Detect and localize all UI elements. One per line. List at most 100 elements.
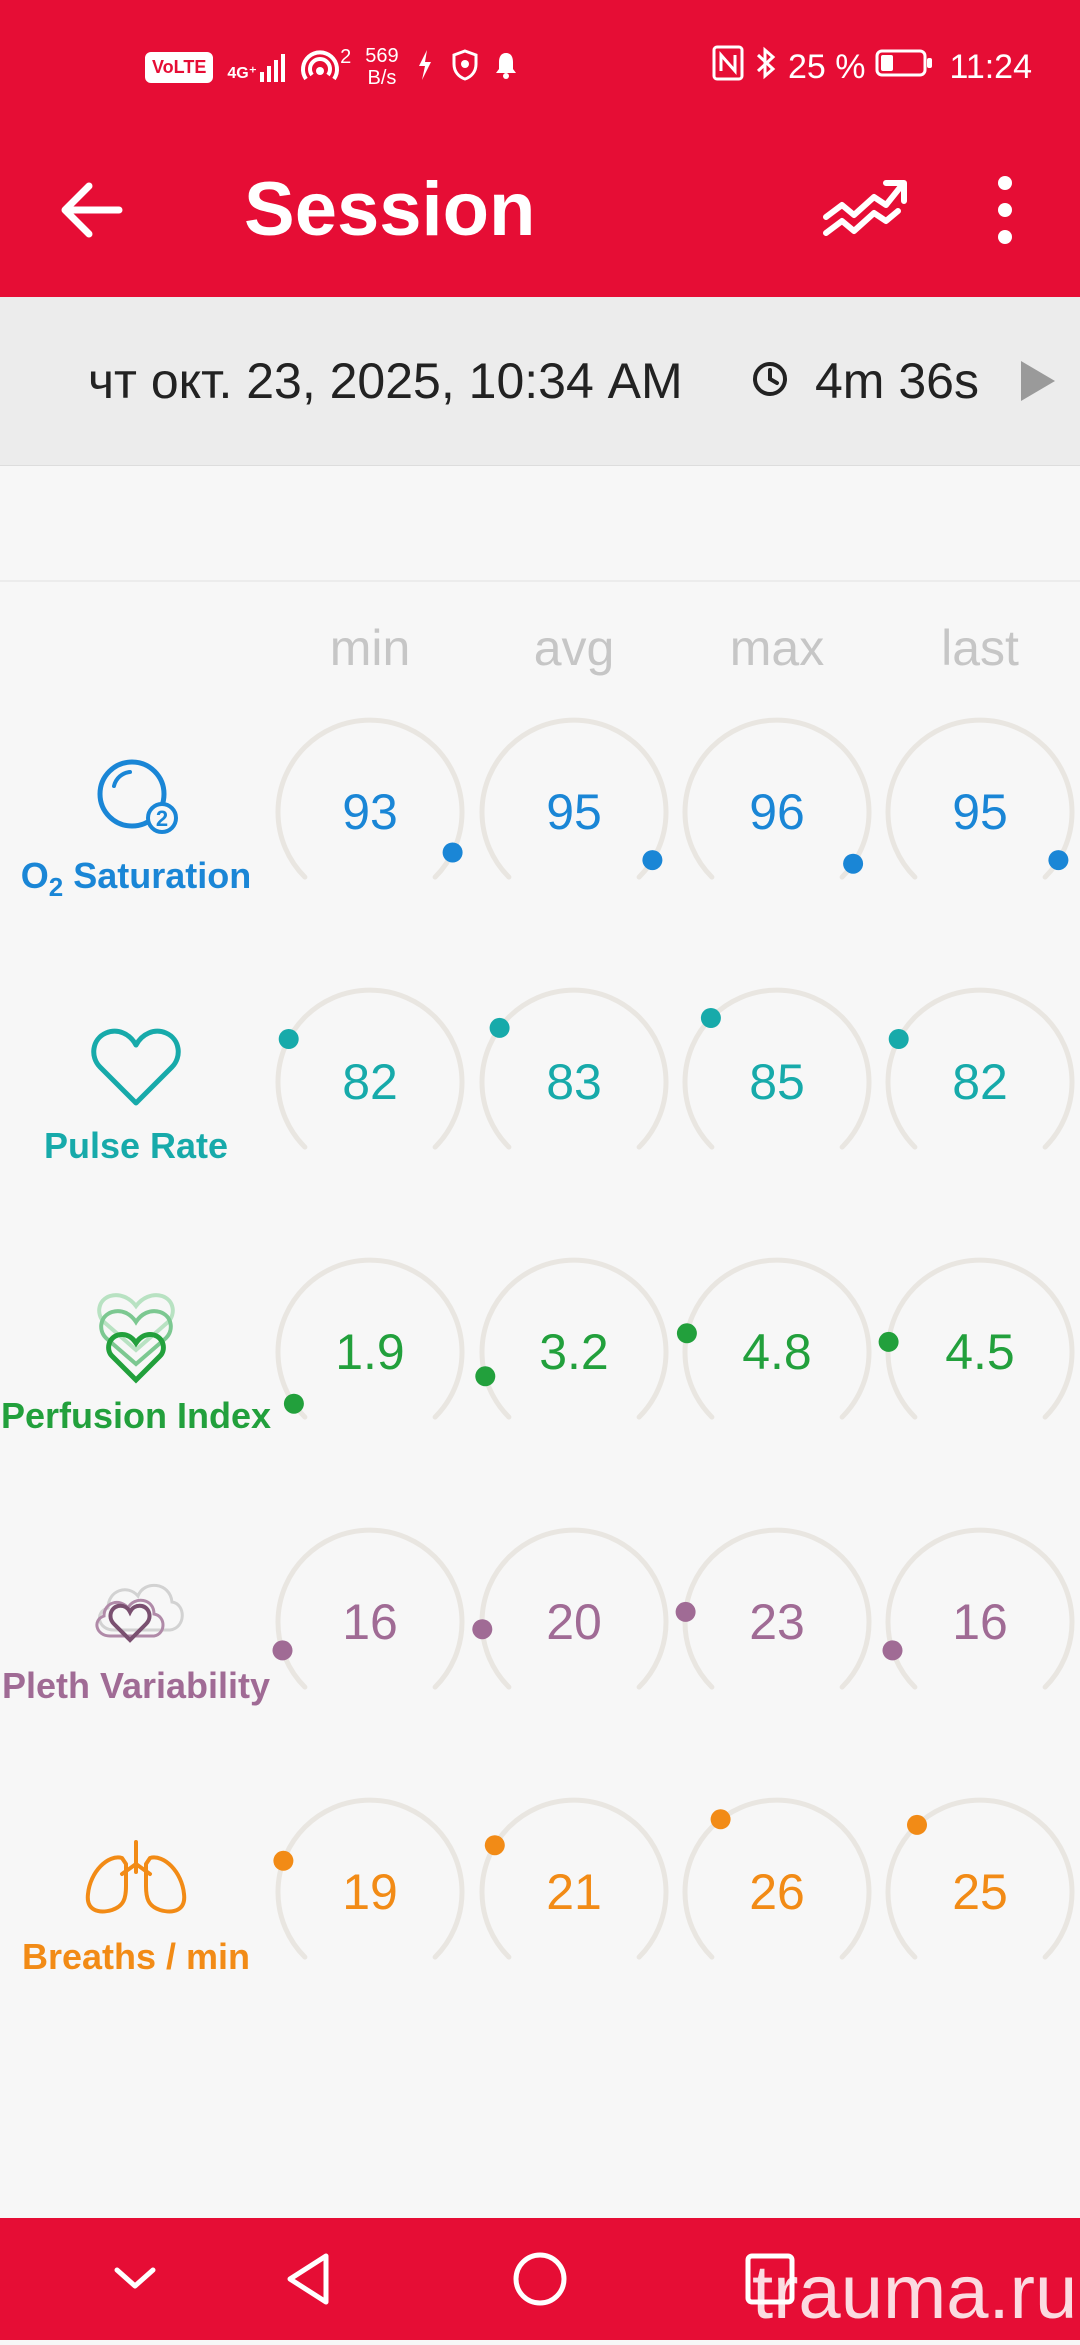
gauge-indicator-dot — [1048, 850, 1069, 871]
gauge-pvi-min: 16 — [270, 1522, 470, 1722]
trends-button[interactable] — [820, 165, 910, 255]
gauge-indicator-dot — [484, 1835, 505, 1856]
collapse-nav-button[interactable] — [75, 2218, 195, 2340]
gauge-indicator-dot — [843, 853, 864, 874]
gauge-value: 23 — [749, 1594, 805, 1650]
nav-back-button[interactable] — [250, 2218, 370, 2340]
gauge-track — [272, 1527, 465, 1690]
gauge-indicator-dot — [710, 1809, 731, 1830]
page-title: Session — [244, 167, 536, 252]
gauge-spo2-last: 95 — [880, 712, 1080, 912]
gauge-arc — [275, 1797, 465, 1960]
square-recents-icon — [745, 2253, 795, 2305]
column-header-min: min — [329, 620, 411, 676]
svg-text:2: 2 — [156, 806, 168, 831]
more-options-button[interactable] — [975, 165, 1035, 255]
session-datetime: чт окт. 23, 2025, 10:34 AM — [88, 353, 683, 409]
bell-icon — [493, 50, 519, 85]
gauge-track — [479, 717, 669, 880]
gauge-track — [479, 987, 669, 1150]
gauge-track — [675, 1527, 872, 1690]
hotspot-icon: 2 — [300, 46, 352, 85]
gauge-indicator-dot — [907, 1814, 927, 1835]
gauge-pvi-last: 16 — [880, 1522, 1080, 1722]
gauge-track — [882, 1527, 1075, 1690]
gauge-arc — [885, 717, 1075, 880]
gauge-track — [682, 1797, 872, 1960]
gauge-pr-last: 82 — [880, 982, 1080, 1182]
gauge-rr-avg: 21 — [474, 1792, 674, 1992]
gauge-arc — [682, 717, 872, 880]
gauge-arc — [682, 987, 872, 1150]
gauge-value: 25 — [952, 1864, 1008, 1920]
gauge-track — [479, 1797, 669, 1960]
o2-label-main: O — [20, 855, 49, 896]
stacked-hearts-icon — [97, 1293, 175, 1384]
gauge-value: 82 — [952, 1054, 1008, 1110]
gauge-indicator-dot — [675, 1601, 696, 1622]
volte-badge: VoLTE — [145, 51, 214, 83]
o2-label-sub: 2 — [48, 872, 64, 903]
system-nav-bar — [0, 2218, 1080, 2340]
net-speed: 569 B/s — [365, 45, 398, 89]
gauge-arc — [275, 1527, 465, 1690]
gauge-pi-max: 4.8 — [676, 1252, 877, 1452]
gauge-track — [682, 987, 872, 1150]
circle-home-icon — [513, 2252, 567, 2306]
battery-percent: 25 % — [787, 47, 866, 86]
gauge-value: 83 — [546, 1054, 602, 1110]
gauge-arc — [885, 1527, 1075, 1690]
back-button[interactable] — [55, 170, 135, 250]
shield-icon — [451, 48, 479, 86]
nav-recents-button[interactable] — [710, 2218, 830, 2340]
gauge-value: 93 — [342, 784, 398, 840]
gauge-arc — [682, 1257, 872, 1420]
gauge-indicator-dot — [700, 1008, 721, 1028]
gauge-track — [676, 1257, 872, 1420]
chevron-down-icon — [114, 2267, 156, 2289]
gauge-value: 82 — [342, 1054, 398, 1110]
nfc-icon — [712, 45, 744, 90]
gauge-arc — [682, 1527, 872, 1690]
gauge-value: 85 — [749, 1054, 805, 1110]
gauge-value: 95 — [546, 784, 602, 840]
gauge-rr-last: 25 — [880, 1792, 1080, 1992]
gauge-track — [475, 1257, 669, 1420]
gauge-indicator-dot — [273, 1850, 294, 1871]
vpn-icon — [413, 48, 437, 87]
gauge-arc — [479, 1797, 669, 1960]
gauge-track — [472, 1527, 669, 1690]
column-header-last: last — [941, 620, 1019, 676]
gauge-arc — [479, 1257, 669, 1420]
play-icon[interactable] — [1015, 357, 1059, 405]
gauge-value: 1.9 — [335, 1324, 405, 1380]
gauge-indicator-dot — [475, 1366, 496, 1387]
net-speed-unit: B/s — [367, 67, 397, 89]
network-type: 4G⁺ — [227, 65, 258, 82]
gauge-indicator-dot — [642, 850, 663, 871]
bluetooth-icon — [754, 45, 778, 90]
battery-icon — [875, 48, 933, 87]
more-vertical-icon — [998, 176, 1012, 244]
gauge-value: 16 — [342, 1594, 398, 1650]
gauge-indicator-dot — [278, 1029, 299, 1049]
gauge-track — [275, 717, 465, 880]
gauge-track — [885, 987, 1075, 1150]
gauge-pi-avg: 3.2 — [474, 1252, 674, 1452]
gauge-indicator-dot — [882, 1640, 903, 1661]
gauge-arc — [885, 1257, 1075, 1420]
row-label-perfusion-index: Perfusion Index — [0, 1395, 272, 1436]
gauge-arc — [682, 1797, 872, 1960]
gauge-track — [275, 1257, 465, 1420]
clock-time: 11:24 — [949, 47, 1032, 86]
hotspot-count: 2 — [340, 46, 352, 68]
gauge-indicator-dot — [442, 842, 463, 863]
row-label-pulse-rate: Pulse Rate — [43, 1125, 229, 1166]
nav-home-button[interactable] — [480, 2218, 600, 2340]
gauge-value: 19 — [342, 1864, 398, 1920]
gauge-pi-min: 1.9 — [270, 1252, 470, 1452]
clock-icon — [753, 362, 787, 396]
gauge-value: 16 — [952, 1594, 1008, 1650]
gauge-indicator-dot — [676, 1323, 697, 1344]
session-info-bar: чт окт. 23, 2025, 10:34 AM 4m 36s — [0, 297, 1080, 466]
